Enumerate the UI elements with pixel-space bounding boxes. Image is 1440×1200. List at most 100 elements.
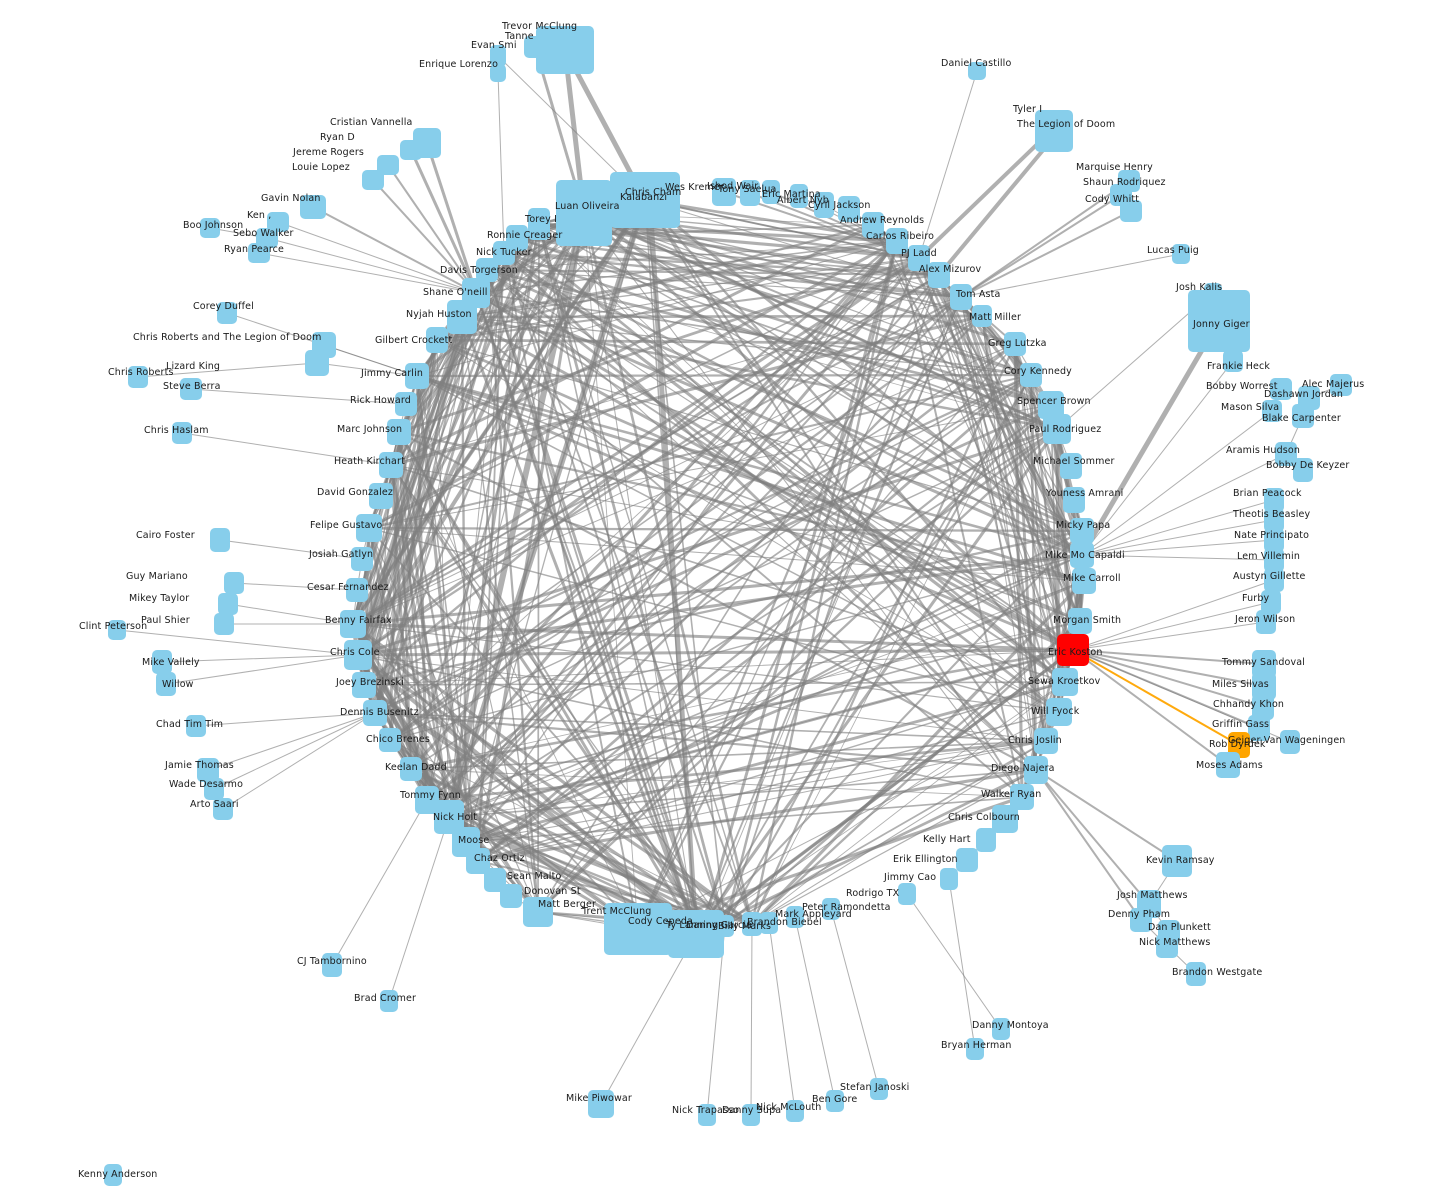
graph-node[interactable] <box>1252 694 1274 720</box>
graph-node[interactable] <box>493 241 515 265</box>
graph-node[interactable] <box>1280 730 1300 754</box>
graph-node[interactable] <box>152 650 172 674</box>
graph-node[interactable] <box>1172 244 1190 264</box>
graph-node[interactable] <box>742 1104 760 1126</box>
graph-node[interactable] <box>356 514 382 542</box>
graph-node[interactable] <box>400 140 422 160</box>
graph-node[interactable] <box>1072 568 1096 594</box>
graph-node[interactable] <box>1188 290 1250 352</box>
graph-node[interactable] <box>1264 508 1284 532</box>
graph-node[interactable] <box>908 245 930 271</box>
graph-node[interactable] <box>966 1038 984 1060</box>
graph-node[interactable] <box>377 155 399 175</box>
graph-node[interactable] <box>172 422 192 444</box>
graph-node[interactable] <box>528 208 550 240</box>
graph-node[interactable] <box>790 184 808 208</box>
graph-node[interactable] <box>1293 458 1313 482</box>
graph-node[interactable] <box>1068 608 1092 634</box>
graph-node[interactable] <box>556 180 612 246</box>
graph-node[interactable] <box>870 1078 888 1100</box>
graph-node[interactable] <box>1223 350 1243 372</box>
graph-node[interactable] <box>1043 414 1071 444</box>
graph-node[interactable] <box>210 528 230 552</box>
graph-node[interactable] <box>156 672 176 696</box>
graph-node[interactable] <box>1156 934 1178 958</box>
graph-node[interactable] <box>740 180 760 206</box>
graph-node[interactable] <box>1261 590 1281 614</box>
graph-node[interactable] <box>928 262 950 288</box>
graph-node[interactable] <box>716 915 734 937</box>
graph-node[interactable] <box>379 728 401 752</box>
graph-node[interactable] <box>1130 908 1152 932</box>
graph-node[interactable] <box>476 258 498 282</box>
graph-node[interactable] <box>267 212 289 232</box>
graph-node[interactable] <box>1034 728 1058 754</box>
graph-node[interactable] <box>1186 962 1206 986</box>
graph-node[interactable] <box>620 178 680 226</box>
graph-node[interactable] <box>1038 391 1064 419</box>
graph-node[interactable] <box>1275 442 1297 466</box>
graph-node[interactable] <box>1162 845 1192 877</box>
graph-node[interactable] <box>224 572 244 594</box>
graph-node[interactable] <box>500 884 522 908</box>
graph-node[interactable] <box>886 228 908 254</box>
graph-node[interactable] <box>523 897 553 927</box>
graph-node[interactable] <box>838 196 860 222</box>
graph-node[interactable] <box>940 868 958 890</box>
graph-node[interactable] <box>1057 634 1089 666</box>
graph-node[interactable] <box>197 758 219 782</box>
graph-node[interactable] <box>712 178 736 206</box>
graph-node[interactable] <box>786 906 804 928</box>
graph-node[interactable] <box>1035 122 1073 152</box>
graph-node[interactable] <box>760 912 778 934</box>
graph-node[interactable] <box>1120 200 1142 222</box>
graph-node[interactable] <box>1264 568 1284 592</box>
graph-node[interactable] <box>1264 488 1284 512</box>
graph-node[interactable] <box>862 212 884 238</box>
graph-node[interactable] <box>362 170 384 190</box>
graph-node[interactable] <box>814 192 834 218</box>
graph-node[interactable] <box>1264 548 1284 572</box>
graph-node[interactable] <box>694 917 712 939</box>
graph-node[interactable] <box>186 715 206 737</box>
graph-node[interactable] <box>400 757 422 781</box>
graph-node[interactable] <box>200 218 220 238</box>
graph-node[interactable] <box>822 898 840 920</box>
graph-node[interactable] <box>698 1104 716 1126</box>
graph-node[interactable] <box>248 243 270 263</box>
graph-node[interactable] <box>588 1090 614 1118</box>
graph-node[interactable] <box>369 483 393 509</box>
graph-node[interactable] <box>426 327 448 353</box>
graph-node[interactable] <box>950 284 972 310</box>
graph-node[interactable] <box>1264 528 1284 552</box>
graph-node[interactable] <box>992 805 1018 833</box>
graph-node[interactable] <box>363 700 387 726</box>
graph-node[interactable] <box>786 1100 804 1122</box>
graph-node[interactable] <box>742 912 762 936</box>
graph-node[interactable] <box>1020 363 1042 387</box>
graph-node[interactable] <box>218 593 238 615</box>
graph-node[interactable] <box>762 180 780 204</box>
graph-node[interactable] <box>1330 374 1352 396</box>
graph-node[interactable] <box>405 363 429 389</box>
graph-node[interactable] <box>1046 698 1072 726</box>
graph-node[interactable] <box>968 62 986 80</box>
graph-node[interactable] <box>826 1090 844 1112</box>
graph-node[interactable] <box>1063 487 1085 513</box>
graph-node[interactable] <box>992 1018 1010 1040</box>
graph-node[interactable] <box>379 452 403 478</box>
graph-node[interactable] <box>344 640 372 670</box>
graph-node[interactable] <box>213 798 233 820</box>
graph-node[interactable] <box>898 883 916 905</box>
graph-node[interactable] <box>300 195 326 219</box>
graph-node[interactable] <box>1052 668 1078 696</box>
graph-node[interactable] <box>104 1164 122 1186</box>
graph-node[interactable] <box>346 578 368 602</box>
graph-node[interactable] <box>1228 732 1250 758</box>
graph-node[interactable] <box>217 302 237 324</box>
graph-node[interactable] <box>1004 332 1026 356</box>
graph-node[interactable] <box>956 848 978 872</box>
graph-node[interactable] <box>604 903 672 955</box>
graph-node[interactable] <box>322 953 342 977</box>
graph-node[interactable] <box>395 392 417 416</box>
